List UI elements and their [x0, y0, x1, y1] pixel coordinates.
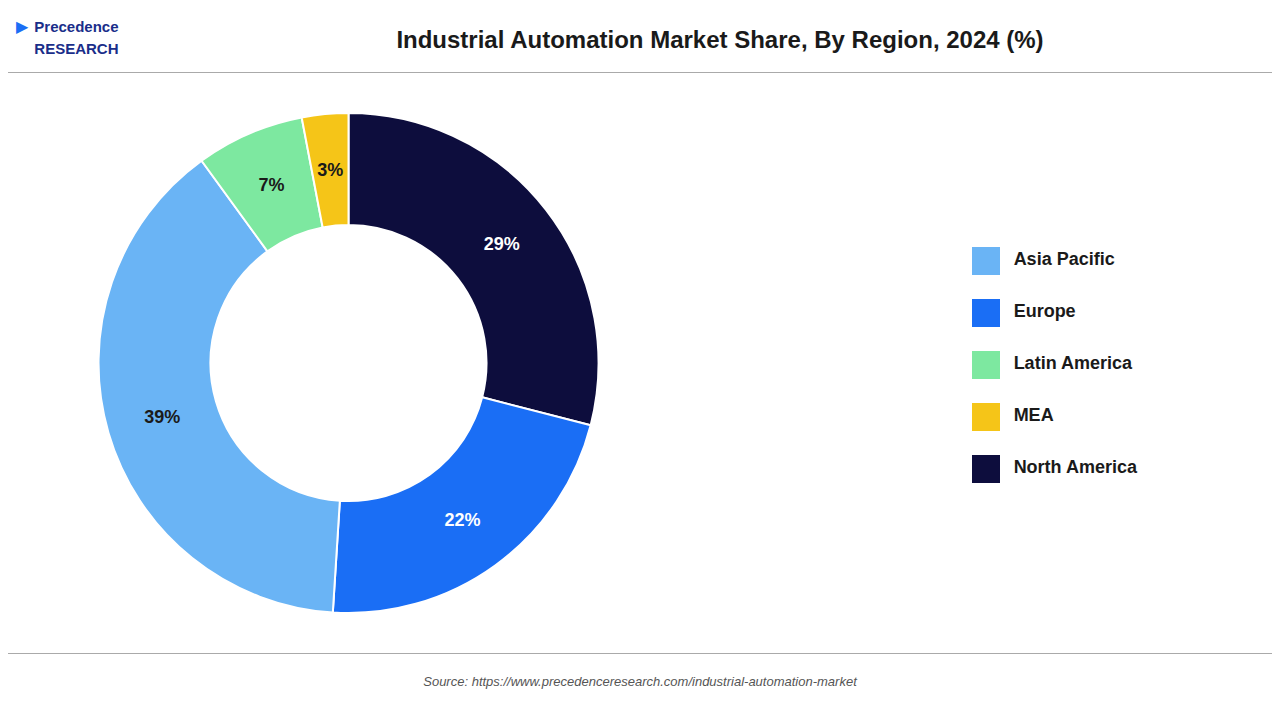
- html-text:Industrial Automation Market S: Industrial Automation Market Share, By R…: [396, 26, 1044, 53]
- html-text:Latin America: Latin America: [1013, 353, 1132, 373]
- svg-text:7%: 7%: [258, 175, 284, 195]
- html-text:North America: North America: [1013, 457, 1137, 477]
- html-text:▶ Precedence RESEARCH: ▶ Precedence RESEARCH: [16, 18, 119, 57]
- svg-text:3%: 3%: [317, 160, 343, 180]
- html-text:Europe: Europe: [1013, 301, 1076, 321]
- svg-text:39%: 39%: [144, 407, 180, 427]
- svg-text:22%: 22%: [445, 510, 481, 530]
- html-text:Asia Pacific: Asia Pacific: [1013, 249, 1115, 269]
- html-text:Source: https://www.precedence: Source: https://www.precedenceresearch.c…: [423, 673, 857, 689]
- svg-text:29%: 29%: [484, 234, 520, 254]
- html-text:MEA: MEA: [1013, 405, 1054, 425]
